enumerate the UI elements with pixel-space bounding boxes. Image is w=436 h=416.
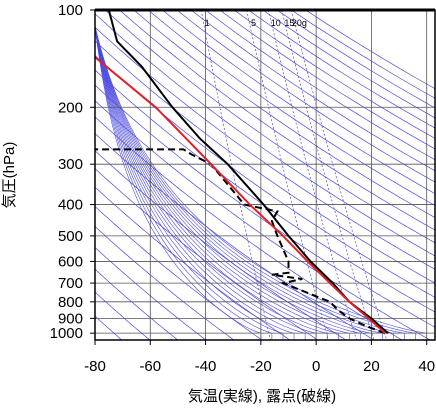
x-axis-label: 気温(実線), 露点(破線) [188, 388, 336, 405]
y-tick-label: 700 [58, 275, 83, 292]
dry-adiabat [234, 10, 436, 340]
dry-adiabat [277, 10, 436, 340]
y-tick-label: 500 [58, 228, 83, 245]
y-tick-label: 100 [58, 2, 83, 19]
x-tick-label: -40 [195, 358, 217, 375]
mixing-ratio-label: 20g [292, 18, 307, 28]
x-tick-label: -80 [84, 358, 106, 375]
moist-adiabat [93, 10, 294, 340]
dry-adiabat [120, 10, 436, 340]
x-tick-label: 40 [418, 358, 435, 375]
dry-adiabat [263, 10, 436, 340]
x-tick-label: -20 [250, 358, 272, 375]
dry-adiabat [0, 10, 346, 340]
dry-adiabat [162, 10, 436, 340]
x-tick-label: -60 [139, 358, 161, 375]
dry-adiabat [306, 10, 436, 340]
dry-adiabat [148, 10, 436, 340]
y-tick-label: 600 [58, 253, 83, 270]
dry-adiabat [34, 10, 436, 340]
mixing-ratio-label: 5 [251, 18, 256, 28]
y-tick-label: 1000 [50, 325, 83, 342]
y-tick-label: 400 [58, 197, 83, 214]
y-tick-label: 200 [58, 99, 83, 116]
dry-adiabat [0, 10, 374, 340]
y-axis-label: 気圧(hPa) [1, 142, 18, 209]
y-tick-label: 800 [58, 294, 83, 311]
dry-adiabat [191, 10, 436, 340]
mixing-ratio-label: 10 [271, 18, 281, 28]
dry-adiabat [220, 10, 436, 340]
y-tick-label: 300 [58, 156, 83, 173]
mixing-ratio-label: 1 [205, 18, 210, 28]
moist-adiabat [93, 10, 283, 340]
dry-adiabat [291, 10, 436, 340]
x-tick-label: 20 [363, 358, 380, 375]
x-tick-label: 0 [312, 358, 320, 375]
